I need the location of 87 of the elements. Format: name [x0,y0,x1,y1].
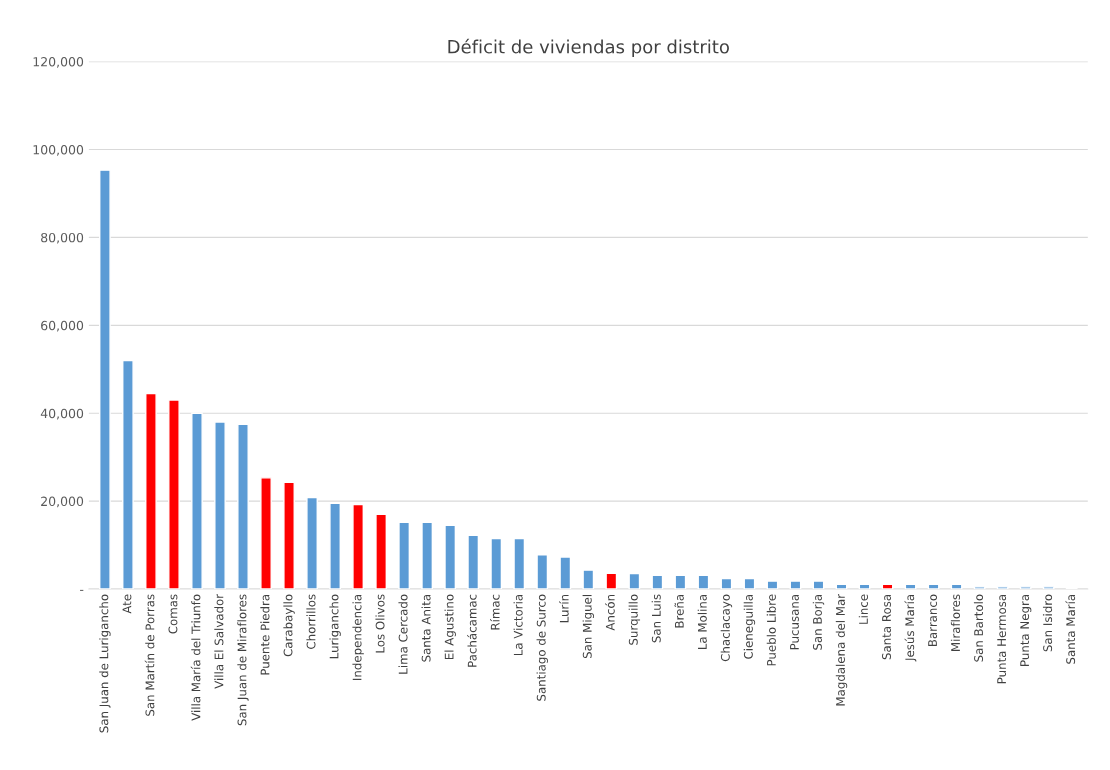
x-tick-label: San Isidro [1042,594,1053,652]
chart-title: Déficit de viviendas por distrito [448,38,729,58]
y-tick-label: 100,000 [33,144,84,156]
bar [191,412,203,590]
x-tick-label: San Juan de Lurigancho [99,594,111,733]
x-tick-label: Lima Cercado [398,594,408,674]
x-tick-label: Surquillo [628,594,641,645]
x-tick-label: Comas [168,594,178,634]
bar [628,572,641,590]
bar [812,580,825,590]
bar [467,534,480,590]
x-tick-label: Breña [674,594,684,628]
x-tick-label: Punta Hermosa [997,594,1007,684]
bar [145,392,157,590]
bar [421,521,434,590]
bar [444,524,457,590]
x-tick-label: Pachácamac [467,594,477,667]
x-tick-label: San Martín de Porras [144,594,155,716]
bar [1042,586,1055,590]
bar [1019,586,1032,590]
bar [375,513,388,590]
x-tick-label: San Miguel [582,595,595,659]
bar [720,577,733,590]
x-tick-label: San Bartolo [973,594,984,662]
y-tick-label: 120,000 [33,57,84,68]
x-tick-label: Santa María [1065,594,1076,664]
x-tick-label: Magdalena del Mar [835,593,848,706]
x-tick-label: Chorrillos [306,594,316,649]
x-tick-label: Lurín [559,594,569,623]
x-tick-label: Pucusana [790,594,799,650]
x-tick-label: Independencia [352,594,364,680]
x-tick-label: San Borja [812,594,825,650]
bar [582,569,595,590]
x-tick-label: Punta Negra [1020,594,1032,666]
bar [996,586,1009,590]
bar [283,481,295,590]
x-tick-label: Ancón [605,594,615,631]
x-tick-label: Santa Rosa [882,594,891,660]
bar [237,423,249,590]
y-tick-label: 40,000 [40,408,84,420]
x-tick-label: Los Olivos [375,594,385,653]
x-tick-label: Lurigancho [329,594,341,659]
x-tick-label: Santa Anita [421,594,431,662]
bar [513,537,526,590]
x-tick-label: Barranco [928,594,937,647]
x-tick-label: San Juan de Miraflores [237,594,249,726]
bar [697,574,710,590]
bar [306,496,318,590]
x-tick-label: Lince [858,594,868,624]
x-tick-label: Jesús María [904,594,917,662]
x-tick-label: Villa María del Triunfo [190,594,201,721]
x-tick-label: Santiago de Surco [536,594,548,701]
bar [352,503,364,590]
x-tick-label: Puente Piedra [260,594,270,675]
x-tick-label: Chaclacayo [720,594,733,662]
bar [122,359,134,590]
bar [329,502,341,590]
bar [766,580,779,590]
bar [605,572,618,590]
x-tick-label: La Molina [697,594,707,649]
bar [490,537,503,590]
bar [743,577,756,590]
bar [398,521,411,590]
x-tick-label: Carabayllo [283,594,295,657]
bar [214,421,226,590]
y-tick-label: 60,000 [41,320,84,332]
bar [260,477,272,590]
x-tick-label: El Agustino [444,594,456,660]
bar [789,580,802,590]
bar [536,554,549,590]
bar [674,574,687,590]
x-tick-label: San Luis [651,594,661,643]
bar [99,169,111,590]
y-tick-label: 80,000 [41,232,84,244]
y-tick-label: 20,000 [41,496,84,508]
bar [168,399,180,590]
bar [559,556,572,590]
x-tick-label: Miraflores [950,594,961,651]
bar [651,574,664,590]
x-tick-label: Cieneguilla [743,594,756,659]
y-tick-label: - [80,589,84,591]
x-tick-label: Pueblo Libre [766,594,776,666]
x-tick-label: La Victoria [513,594,523,656]
x-tick-label: Ate [122,594,132,614]
x-tick-label: Villa El Salvador [214,593,224,689]
bar [973,586,986,590]
x-tick-label: Rímac [490,594,500,630]
